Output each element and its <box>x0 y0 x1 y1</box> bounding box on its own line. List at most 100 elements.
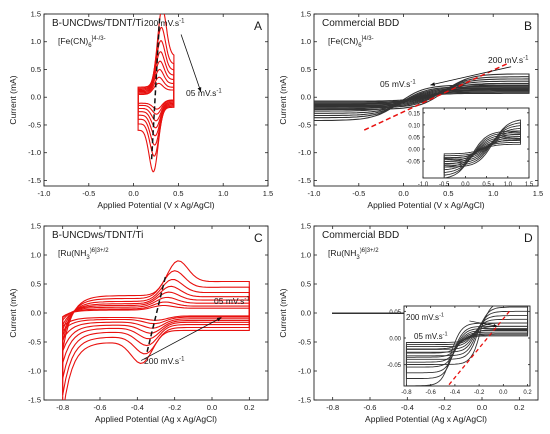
panel-d-inset-series-line <box>405 329 529 350</box>
panel-c-ytick-label: -0.5 <box>28 338 41 347</box>
panel-b-title: Commercial BDD <box>322 18 399 29</box>
panel-d-xtick-label: -0.6 <box>364 403 377 412</box>
panel-d-inset-xtick-label: -0.2 <box>474 390 485 396</box>
panel-b-inset-series-line <box>443 119 521 178</box>
panel-c-ytick-label: -1.5 <box>28 396 41 405</box>
panel-b-inset-xtick-label: -0.5 <box>439 182 450 188</box>
panel-a-xtick-label: 1.0 <box>218 189 228 198</box>
panel-a-xtick-label: 0.5 <box>173 189 183 198</box>
panel-a-ytick-label: 1.5 <box>31 10 41 19</box>
panel-b-scan-rate-arrow <box>430 66 512 86</box>
panel-d-inset-rate-high: 200 mV.s-1 <box>406 313 444 323</box>
panel-c-ytick-label: -1.0 <box>28 367 41 376</box>
panel-b-inset-axes: -1.0 -0.5 0.0 0.5 1.0 1.5 -0.05 0.00 0.05 0.10 0.1… <box>406 107 534 188</box>
panel-c-rate-low: 05 mV.s-1 <box>214 296 250 306</box>
panel-d-ytick-label: 0.5 <box>301 280 311 289</box>
panel-c-axes: -0.8 -0.6 -0.4 -0.2 0.0 0.2 -1.5 -1.0 -0.5 0.0 0.5… <box>28 222 269 412</box>
panel-d-xtick-label: -0.2 <box>438 403 451 412</box>
panel-d-ytick-label: 0.0 <box>301 309 311 318</box>
panel-a-ytick-label: 0.0 <box>31 93 41 102</box>
panel-d-inset-series-line <box>405 306 529 386</box>
panel-b-peak-trend-line <box>362 63 507 132</box>
panel-c-series-line <box>62 270 250 396</box>
panel-d-letter: D <box>524 231 533 245</box>
panel-d-xtick-label: -0.8 <box>326 403 339 412</box>
panel-b-xtick-label: 1.0 <box>488 189 498 198</box>
panel-a-scan-rate-arrow <box>180 34 202 93</box>
panel-c-rate-high: 200 mV.s-1 <box>144 356 185 366</box>
panel-d-inset-peak-trend-line <box>448 310 510 386</box>
panel-b-inset-ytick-label: -0.05 <box>406 160 420 166</box>
panel-a-xtick-label: -1.0 <box>38 189 51 198</box>
panel-c-ytick-label: 0.5 <box>31 280 41 289</box>
panel-c-letter: C <box>254 231 263 245</box>
panel-a-redox-label: [Fe(CN)6]4-/3- <box>58 36 106 49</box>
panel-a-series-line <box>137 14 175 173</box>
panel-b-xlabel: Applied Potential (V x Ag/AgCl) <box>367 200 484 210</box>
panel-c-xtick-label: 0.0 <box>207 403 217 412</box>
panel-d-ylabel: Current (mA) <box>278 288 288 337</box>
panel-a-rate-high: 200 mV.s-1 <box>144 18 185 28</box>
panel-b-series-line <box>314 82 530 112</box>
panel-b-ytick-label: -1.0 <box>298 148 311 157</box>
panel-c-ytick-label: 1.5 <box>31 222 41 231</box>
panel-b-ylabel: Current (mA) <box>278 75 288 124</box>
panel-d-inset-series-line <box>405 310 529 374</box>
panel-b-inset-ytick-label: 0.05 <box>408 135 420 141</box>
panel-a-xlabel: Applied Potential (V x Ag/AgCl) <box>97 200 214 210</box>
panel-b-xtick-label: -1.0 <box>308 189 321 198</box>
panel-d-inset-xtick-label: -0.4 <box>450 390 461 396</box>
panel-c-ylabel: Current (mA) <box>8 288 18 337</box>
panel-b-inset-ytick-label: 0.15 <box>408 111 420 117</box>
panel-c-xtick-label: -0.6 <box>94 403 107 412</box>
panel-b-xtick-label: -0.5 <box>352 189 365 198</box>
panel-b-xtick-label: 1.5 <box>533 189 543 198</box>
panel-d-ytick-label: -1.5 <box>298 396 311 405</box>
panel-d-inset-curves <box>405 306 529 386</box>
panel-d-inset-axes: -0.8 -0.6 -0.4 -0.2 0.0 0.2 -0.05 0.00 0.05 <box>387 305 532 396</box>
panel-b-inset-xtick-label: 0.5 <box>482 182 491 188</box>
panel-a-letter: A <box>254 19 262 33</box>
panel-b-series-line <box>314 78 530 117</box>
panel-d-inset-ytick-label: 0.05 <box>389 310 401 316</box>
panel-c-ytick-label: 0.0 <box>31 309 41 318</box>
panel-d-inset-ytick-label: -0.05 <box>387 363 401 369</box>
panel-b-inset-curves <box>443 119 521 178</box>
panel-b-frame <box>313 13 539 187</box>
panel-c-series-line <box>62 260 250 400</box>
panel-b-ytick-label: -1.5 <box>298 176 311 185</box>
panel-d-inset-series-line <box>405 315 529 368</box>
panel-d-inset-xtick-label: -0.8 <box>401 390 412 396</box>
panel-c-xtick-label: -0.4 <box>131 403 144 412</box>
panel-a-xtick-label: -0.5 <box>82 189 95 198</box>
panel-a-frame <box>43 13 269 187</box>
panel-c-xtick-label: 0.2 <box>244 403 254 412</box>
panel-a-title: B-UNCDws/TDNT/Ti <box>52 18 143 29</box>
panel-d-xlabel: Applied Potential (Ag x Ag/AgCl) <box>365 414 487 424</box>
panel-d-inset-rate-low: 05 mV.s-1 <box>414 332 448 342</box>
panel-d-inset-xtick-label: 0.0 <box>499 390 508 396</box>
panel-a-xtick-label: 0.0 <box>128 189 138 198</box>
panel-d-inset-xtick-label: 0.2 <box>523 390 532 396</box>
panel-d-xtick-label: 0.0 <box>477 403 487 412</box>
panel-a-rate-low: 05 mV.s-1 <box>186 88 222 98</box>
panel-c-xtick-label: -0.8 <box>56 403 69 412</box>
panel-a-ytick-label: -1.0 <box>28 148 41 157</box>
panel-c-scan-rate-arrow <box>140 317 222 361</box>
panel-b-inset-xtick-label: 1.5 <box>525 182 534 188</box>
panel-b-ytick-label: 0.0 <box>301 93 311 102</box>
panel-b-inset-ytick-label: 0.10 <box>408 123 420 129</box>
panel-b-inset-xtick-label: -1.0 <box>418 182 429 188</box>
panel-b-rate-high: 200 mV.s-1 <box>488 55 529 65</box>
panel-c-peak-trend-line <box>145 276 167 354</box>
panel-b-xtick-label: 0.0 <box>398 189 408 198</box>
panel-c-redox-label: [Ru(NH3)6]3+/2 <box>58 248 109 261</box>
panel-d-ytick-label: 1.0 <box>301 251 311 260</box>
panel-b-inset-xtick-label: 1.0 <box>504 182 513 188</box>
panel-b-ytick-label: -0.5 <box>298 120 311 129</box>
panel-c-xtick-label: -0.2 <box>168 403 181 412</box>
panel-a-ytick-label: -1.5 <box>28 176 41 185</box>
panel-b-curves <box>314 73 530 122</box>
panel-b-xtick-label: 0.5 <box>443 189 453 198</box>
